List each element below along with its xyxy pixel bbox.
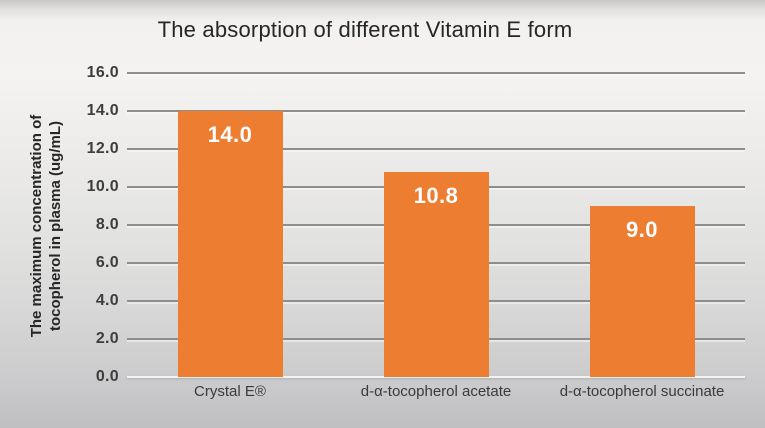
bar-category-slot: 14.0 [127,111,333,377]
bar-value-label: 10.8 [413,182,459,208]
x-category-label: Crystal E® [194,383,266,400]
y-tick-label: 12.0 [86,140,119,157]
bar-value-label: 14.0 [207,122,253,147]
bar: 9.0 [589,206,695,377]
y-tick-label: 8.0 [95,216,119,233]
y-tick-label: 2.0 [95,330,119,347]
y-tick-label: 6.0 [95,254,119,271]
x-axis-category-labels: Crystal E® d-α-tocopherol acetate d-α-toco… [127,383,745,400]
chart-title: The absorption of different Vitamin E fo… [157,17,573,42]
y-tick-label: 10.0 [86,178,119,195]
gridline [127,110,745,112]
bar-category-slot: 9.0 [539,206,745,377]
y-tick-label: 14.0 [86,102,119,119]
y-axis-tick-labels: 16.0 14.0 12.0 10.0 8.0 6.0 4.0 2.0 0.0 [0,64,119,385]
y-tick-label: 0.0 [95,368,119,385]
x-category-label: d-α-tocopherol succinate [559,383,725,400]
y-tick-label: 16.0 [86,64,119,81]
bar-series: 14.0 10.8 9.0 [127,73,745,377]
y-tick-label: 4.0 [95,292,119,309]
bar: 14.0 [177,111,283,377]
bar: 10.8 [383,171,489,377]
bar-category-slot: 10.8 [333,171,539,377]
gridline [127,72,745,74]
bar-value-label: 9.0 [625,217,659,242]
plot-area: 14.0 10.8 9.0 [127,72,745,378]
x-axis-line [127,376,745,378]
x-category-label: d-α-tocopherol acetate [360,383,512,400]
gridline [127,148,745,150]
